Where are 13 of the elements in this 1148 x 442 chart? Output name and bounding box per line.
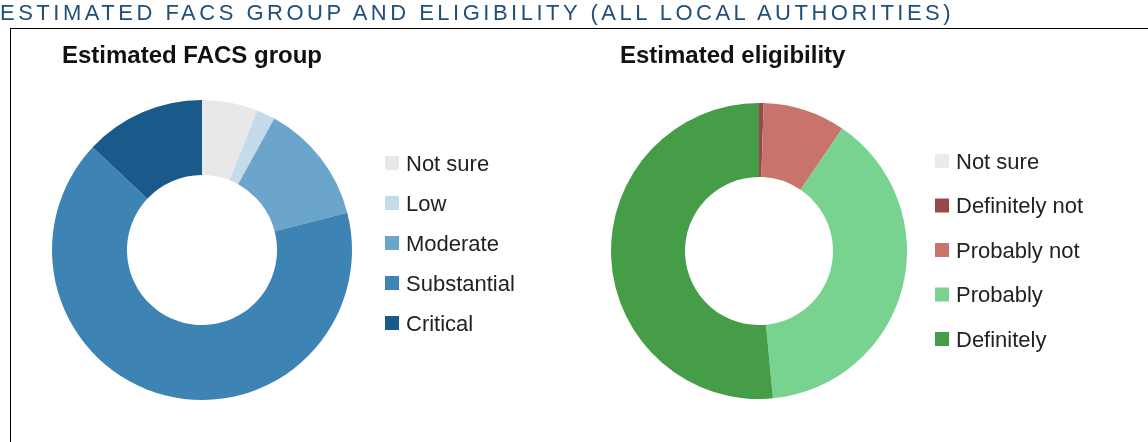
legend-label: Definitely <box>956 326 1047 352</box>
legend-label: Probably <box>956 282 1043 307</box>
legend-label: Definitely not <box>956 193 1084 218</box>
legend-label: Substantial <box>406 270 515 296</box>
legend-label: Critical <box>406 310 474 336</box>
legend-label: Moderate <box>406 230 499 256</box>
legend-label: Probably not <box>956 237 1080 263</box>
legend-label: Not sure <box>406 150 490 176</box>
text: ESTIMATED FACS GROUP AND ELIGIBILITY (ALL LOCAL AUTHORITIES) <box>0 0 955 25</box>
legend-label: Not sure <box>956 148 1040 174</box>
chart-title: Estimated eligibility <box>620 40 847 68</box>
chart-title: Estimated FACS group <box>62 40 323 68</box>
legend-label: Low <box>406 190 447 216</box>
